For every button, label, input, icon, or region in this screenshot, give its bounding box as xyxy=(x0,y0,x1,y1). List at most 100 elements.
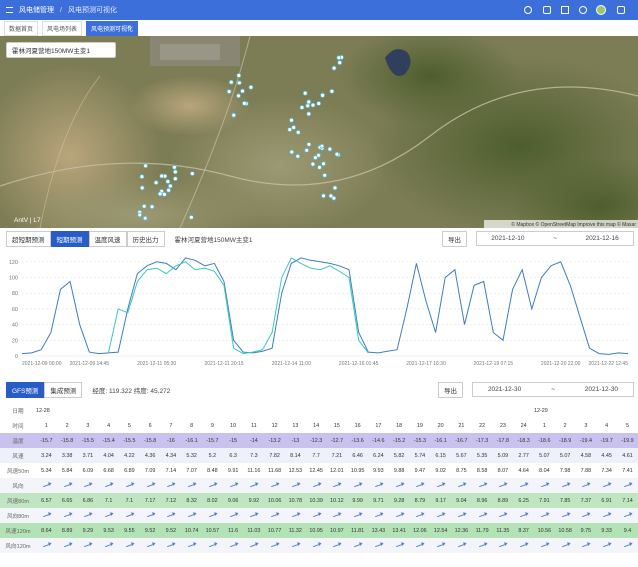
date-separator: ~ xyxy=(551,386,555,393)
turbine xyxy=(172,164,177,170)
direction-cell xyxy=(161,538,182,553)
search-icon[interactable] xyxy=(524,6,532,14)
value-cell: 13.41 xyxy=(392,527,406,534)
value-cell: -13.2 xyxy=(268,437,281,444)
direction-arrow xyxy=(312,543,320,547)
forecast-tab[interactable]: 温度风速 xyxy=(88,231,127,247)
value-cell: -15.5 xyxy=(81,437,95,444)
direction-cell xyxy=(410,538,431,553)
empty-cell xyxy=(98,403,119,418)
direction-arrow xyxy=(540,543,548,547)
direction-cell xyxy=(140,508,161,523)
turbine xyxy=(316,152,321,158)
turbine xyxy=(306,142,312,147)
empty-cell xyxy=(140,403,161,418)
more-icon[interactable] xyxy=(617,6,625,14)
turbine xyxy=(336,55,342,61)
close-icon[interactable]: × xyxy=(127,25,131,31)
direction-cell xyxy=(140,478,161,493)
tab-active[interactable]: 风电预测可视化 xyxy=(86,20,139,36)
tab[interactable]: 数据首页 xyxy=(4,20,39,36)
value-cell: -19.7 xyxy=(600,437,613,444)
direction-cell xyxy=(555,478,576,493)
value-cell: 2.77 xyxy=(518,452,529,459)
direction-arrow xyxy=(188,513,196,517)
value-cell: 3.38 xyxy=(61,452,73,459)
value-cell: -13 xyxy=(291,437,300,444)
direction-cell xyxy=(98,538,119,553)
app-title[interactable]: 风电储管理 xyxy=(19,7,54,14)
value-cell: 4.34 xyxy=(165,452,177,459)
empty-cell xyxy=(181,403,202,418)
direction-arrow xyxy=(624,543,631,547)
forecast-tab-active[interactable]: 短期预测 xyxy=(50,231,89,247)
direction-cell xyxy=(202,538,223,553)
direction-cell xyxy=(451,538,472,553)
fullscreen-icon[interactable] xyxy=(561,6,569,14)
map-attribution: © Mapbox © OpenStreetMap Improve this ma… xyxy=(511,221,636,228)
value-cell: 8.32 xyxy=(186,497,197,504)
empty-cell xyxy=(576,403,597,418)
value-cell: -19.4 xyxy=(579,437,593,444)
empty-cell xyxy=(617,403,638,418)
avatar[interactable] xyxy=(596,5,606,15)
value-cell: 10.12 xyxy=(330,497,344,504)
direction-arrow xyxy=(374,483,382,487)
menu-icon[interactable] xyxy=(6,7,13,13)
map[interactable]: © Mapbox © OpenStreetMap Improve this ma… xyxy=(0,36,638,228)
date-range[interactable]: 2021-12-10 ~ 2021-12-16 xyxy=(476,231,634,246)
turbine xyxy=(321,193,326,199)
value-cell: -13.6 xyxy=(351,437,364,444)
bell-icon[interactable] xyxy=(543,6,551,14)
turbine xyxy=(159,173,165,179)
turbine xyxy=(334,151,340,157)
date-separator: ~ xyxy=(553,235,557,242)
direction-cell xyxy=(617,508,638,523)
gfs-tabs: GFS预测 集成预测 经度: 119.322 纬度: 45.272 xyxy=(6,382,170,398)
value-cell: 13.43 xyxy=(371,527,386,534)
tab[interactable]: 风电场列表 xyxy=(42,20,83,36)
breadcrumb-page: 风电预测可视化 xyxy=(67,7,117,14)
gfs-tab-active[interactable]: GFS预测 xyxy=(6,382,45,398)
direction-cell xyxy=(534,508,555,523)
forecast-tab[interactable]: 超短期预测 xyxy=(6,231,51,247)
power-chart: 0 20 40 60 80 100 120 2021-12-09 00:00 2021-12-0… xyxy=(9,257,628,367)
direction-cell xyxy=(472,508,493,523)
direction-cell xyxy=(202,508,223,523)
forecast-tab[interactable]: 历史出力 xyxy=(126,231,165,247)
date-row: 日期 12-28 12-29 xyxy=(0,403,638,418)
value-cell: -16.7 xyxy=(455,437,468,444)
direction-arrow xyxy=(42,513,50,517)
direction-arrow xyxy=(271,513,279,517)
direction-arrow xyxy=(271,543,279,547)
value-cell: 7.98 xyxy=(559,467,571,474)
direction-cell xyxy=(285,478,306,493)
direction-cell xyxy=(513,508,534,523)
gfs-tab[interactable]: 集成预测 xyxy=(44,382,83,398)
value-cell: 10.77 xyxy=(267,527,282,534)
value-cell: 11.6 xyxy=(228,527,239,534)
settings-icon[interactable] xyxy=(579,6,587,14)
direction-arrow xyxy=(499,513,507,517)
direction-arrow xyxy=(540,513,548,517)
empty-cell xyxy=(119,403,140,418)
value-cell: 5.07 xyxy=(559,452,571,459)
date-range[interactable]: 2021-12-30 ~ 2021-12-30 xyxy=(472,382,634,397)
value-cell: 8.75 xyxy=(456,467,467,474)
value-cell: 5.74 xyxy=(414,452,426,459)
turbine xyxy=(299,105,305,110)
export-button[interactable]: 导出 xyxy=(438,382,463,398)
empty-cell xyxy=(410,403,431,418)
turbine xyxy=(310,102,316,108)
value-cell: 6.86 xyxy=(82,497,94,504)
export-button[interactable]: 导出 xyxy=(442,231,467,247)
station-select[interactable]: 霍林河夏营地150MW主变1 xyxy=(6,42,116,58)
value-cell: -15.4 xyxy=(102,437,115,444)
turbine xyxy=(321,161,326,167)
direction-arrow xyxy=(208,513,216,517)
value-cell: 7.88 xyxy=(580,467,592,474)
value-cell: 10.58 xyxy=(558,527,572,534)
value-cell: 11.81 xyxy=(351,527,365,534)
value-cell: 9.75 xyxy=(580,527,592,534)
data-row: 风向80m xyxy=(0,508,638,523)
